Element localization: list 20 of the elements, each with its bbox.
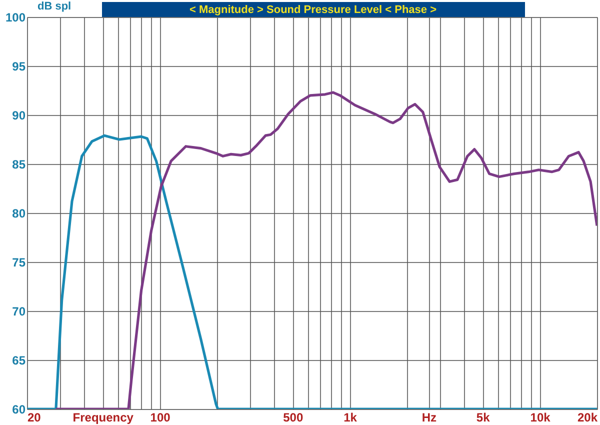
x-tick-label: 20k bbox=[577, 410, 598, 424]
x-tick-label: 1k bbox=[344, 410, 358, 424]
y-tick-label: 70 bbox=[12, 304, 26, 318]
x-tick-label: 20 bbox=[28, 410, 42, 424]
x-tick-label: 5k bbox=[476, 410, 490, 424]
y-tick-label: 90 bbox=[12, 108, 26, 122]
x-tick-label: 500 bbox=[283, 410, 304, 424]
y-tick-label: 65 bbox=[12, 354, 26, 368]
y-axis-title: dB spl bbox=[38, 0, 72, 12]
x-tick-label: 100 bbox=[150, 410, 171, 424]
x-tick-label: Frequency bbox=[72, 410, 134, 424]
x-tick-label: 10k bbox=[530, 410, 551, 424]
y-tick-label: 80 bbox=[12, 206, 26, 220]
y-tick-label: 75 bbox=[12, 256, 26, 270]
y-tick-label: 60 bbox=[12, 402, 26, 416]
y-tick-label: 100 bbox=[5, 10, 26, 24]
chart-title: < Magnitude > Sound Pressure Level < Phase > bbox=[190, 4, 436, 16]
y-tick-label: 95 bbox=[12, 60, 26, 74]
y-tick-label: 85 bbox=[12, 158, 26, 172]
x-tick-label: Hz bbox=[422, 410, 436, 424]
